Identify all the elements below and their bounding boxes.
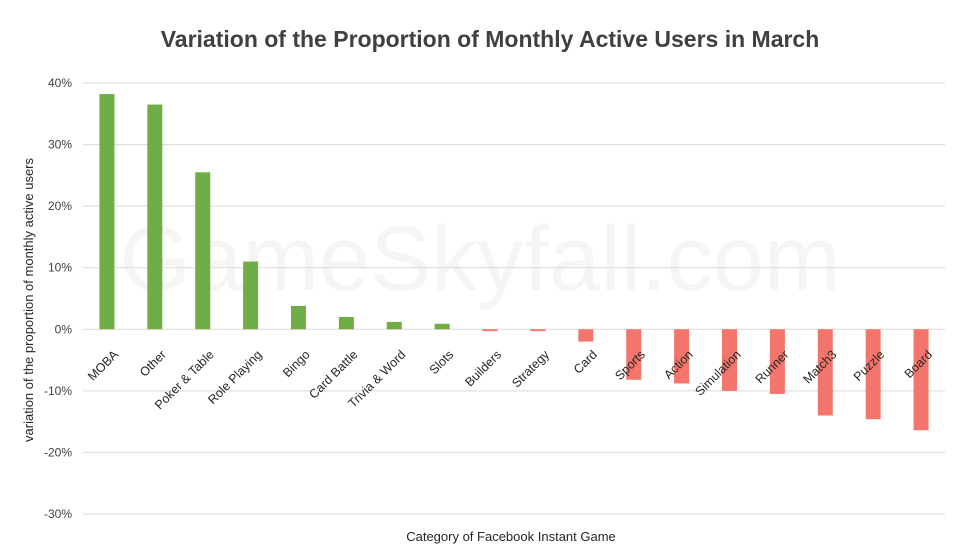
bar-simulation — [722, 329, 737, 391]
x-tick-label: Bingo — [280, 347, 313, 380]
bar-role-playing — [243, 261, 259, 330]
chart-title: Variation of the Proportion of Monthly A… — [161, 26, 820, 52]
x-axis-label: Category of Facebook Instant Game — [406, 529, 616, 544]
bar-strategy — [530, 329, 546, 332]
x-tick-label: Card — [571, 347, 600, 376]
y-axis-ticks: 40% 30% 20% 10% 0% -10% -20% -30% — [44, 76, 72, 521]
bar-runner — [769, 329, 785, 394]
watermark-text: GameSkyfall.com — [120, 208, 841, 310]
x-tick-label: Slots — [427, 348, 457, 378]
x-tick-label: MOBA — [85, 347, 121, 383]
y-tick-label: 30% — [48, 138, 72, 152]
bar-card — [578, 329, 594, 342]
y-tick-label: 40% — [48, 76, 72, 90]
y-tick-label: -10% — [44, 384, 72, 398]
bar-bingo — [291, 305, 306, 330]
x-tick-label: Builders — [462, 348, 504, 390]
bar-card-battle — [338, 316, 354, 330]
bar-match3 — [817, 329, 833, 416]
bar-other — [147, 104, 163, 330]
y-tick-label: 0% — [55, 322, 73, 336]
bar-puzzle — [865, 329, 881, 420]
y-tick-label: -20% — [44, 445, 72, 459]
y-tick-label: -30% — [44, 507, 72, 521]
bar-moba — [99, 94, 115, 330]
bars — [99, 94, 929, 431]
bar-sports — [626, 329, 642, 380]
bar-builders — [482, 329, 498, 332]
y-tick-label: 10% — [48, 261, 72, 275]
gridlines — [83, 82, 945, 515]
x-tick-label: Strategy — [509, 347, 552, 390]
y-axis-label: variation of the proportion of monthly a… — [21, 158, 36, 442]
bar-action — [674, 329, 690, 384]
bar-slots — [434, 323, 450, 330]
y-tick-label: 20% — [48, 199, 72, 213]
bar-poker-table — [195, 172, 211, 330]
bar-trivia-word — [386, 321, 402, 330]
bar-board — [913, 329, 929, 431]
x-tick-label: Other — [137, 348, 169, 380]
